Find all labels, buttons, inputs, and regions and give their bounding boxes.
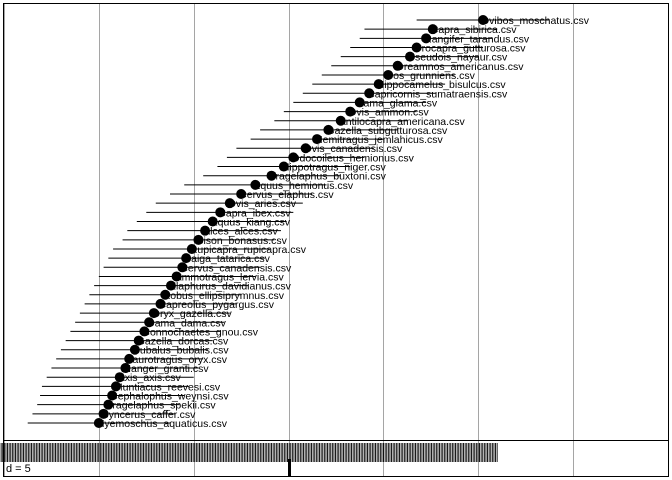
point-label: Capra_ibex.csv <box>218 207 291 219</box>
data-point <box>383 69 394 80</box>
point-label: Odocoileus_hemionus.csv <box>291 152 414 164</box>
data-point <box>133 335 144 346</box>
data-point <box>124 353 135 364</box>
data-point <box>120 363 131 374</box>
data-point <box>139 326 150 337</box>
data-point <box>160 289 171 300</box>
data-point <box>392 60 403 71</box>
point-label: Kobus_ellipsiprymnus.csv <box>163 290 285 302</box>
point-label: Dama_dama.csv <box>147 317 227 329</box>
data-point <box>266 170 277 181</box>
data-point <box>312 134 323 145</box>
point-label: Tragelaphus_buxtoni.csv <box>269 171 386 183</box>
data-point <box>207 216 218 227</box>
point-label: Muntiacus_reevesi.csv <box>114 381 221 393</box>
data-point <box>421 33 432 44</box>
data-point <box>411 42 422 53</box>
point-label: Capricornis_sumatraensis.csv <box>367 88 508 100</box>
data-point <box>335 115 346 126</box>
point-label: Axis_axis.csv <box>118 372 182 384</box>
point-label: Rangifer_tarandus.csv <box>424 33 530 45</box>
data-point <box>300 143 311 154</box>
data-point <box>404 51 415 62</box>
point-label: Hyemoschus_aquaticus.csv <box>97 418 228 430</box>
data-point <box>354 97 365 108</box>
data-point <box>110 381 121 392</box>
point-label: Cephalophus_weynsi.csv <box>110 391 229 403</box>
point-label: Syncerus_caffer.csv <box>102 409 197 421</box>
point-label: Ovis_canadensis.csv <box>304 143 403 155</box>
point-label: Ovis_aries.csv <box>228 198 297 210</box>
point-label: Bos_grunniens.csv <box>386 70 475 82</box>
data-point <box>215 207 226 218</box>
point-label: Hemitragus_jemlahicus.csv <box>315 134 444 146</box>
point-label: Hippocamelus_bisulcus.csv <box>377 79 507 91</box>
point-label: Elaphurus_davidianus.csv <box>169 281 292 293</box>
point-label: Gazella_dorcas.csv <box>137 336 229 348</box>
point-label: Connochaetes_gnou.csv <box>142 326 258 338</box>
point-label: Capreolus_pygargus.csv <box>159 299 275 311</box>
point-label: Ovibos_moschatus.csv <box>481 15 590 27</box>
data-point <box>103 399 114 410</box>
data-point <box>345 106 356 117</box>
point-labels: Ovibos_moschatus.csvCapra_sibirica.csvRa… <box>97 15 590 430</box>
point-label: Oreamnos_americanus.csv <box>396 61 525 73</box>
data-point <box>171 271 182 282</box>
data-point <box>107 390 118 401</box>
data-point <box>165 280 176 291</box>
plot-border <box>3 3 669 477</box>
data-point <box>129 344 140 355</box>
point-label: Tragelaphus_spekii.csv <box>106 400 216 412</box>
point-label: Procapra_gutturosa.csv <box>415 42 527 54</box>
point-label: Equus_hemionus.csv <box>253 180 354 192</box>
data-point <box>288 152 299 163</box>
point-label: Rupicapra_rupicapra.csv <box>190 244 307 256</box>
data-point <box>155 298 166 309</box>
data-point <box>177 262 188 273</box>
points <box>93 15 489 428</box>
data-point <box>98 408 109 419</box>
point-label: Equus_kiang.csv <box>211 217 291 229</box>
data-point <box>193 234 204 245</box>
point-label: Cervus_canadensis.csv <box>180 262 292 274</box>
data-point <box>200 225 211 236</box>
data-point <box>181 253 192 264</box>
data-point <box>427 24 438 35</box>
data-point <box>114 372 125 383</box>
point-label: Ammotragus_lervia.csv <box>175 271 285 283</box>
data-point <box>250 179 261 190</box>
point-label: Taurotragus_oryx.csv <box>127 354 228 366</box>
data-point <box>373 79 384 90</box>
data-point <box>236 189 247 200</box>
point-label: Nanger_granti.csv <box>123 363 209 375</box>
data-point <box>224 198 235 209</box>
point-label: Alces_alces.csv <box>203 226 278 238</box>
data-point <box>148 308 159 319</box>
data-point <box>278 161 289 172</box>
point-label: Bison_bonasus.csv <box>196 235 287 247</box>
rug-strip <box>0 443 498 476</box>
point-label: Saiga_tatarica.csv <box>184 253 271 265</box>
data-point <box>478 15 489 25</box>
point-label: Pseudois_nayaur.csv <box>408 52 508 64</box>
point-label: Capra_sibirica.csv <box>431 24 518 36</box>
point-label: Antilocapra_americana.csv <box>339 116 466 128</box>
data-point <box>93 418 104 428</box>
data-point <box>364 88 375 99</box>
point-label: Ovis_ammon.csv <box>348 107 429 119</box>
point-label: Gazella_subgutturosa.csv <box>326 125 448 137</box>
data-point <box>186 243 197 254</box>
point-label: Bubalus_bubalis.csv <box>133 345 229 357</box>
panel-label: d = 5 <box>6 463 31 475</box>
data-point <box>323 124 334 135</box>
point-label: Cervus_elaphus.csv <box>239 189 334 201</box>
point-label: Oryx_gazella.csv <box>152 308 233 320</box>
data-point <box>144 317 155 328</box>
point-label: Lama_glama.csv <box>358 97 438 109</box>
point-label: Hippotragus_niger.csv <box>282 162 387 174</box>
